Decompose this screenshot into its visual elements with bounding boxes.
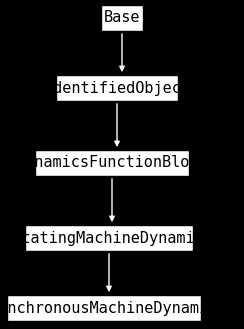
Text: Base: Base xyxy=(104,11,140,26)
FancyBboxPatch shape xyxy=(35,150,189,176)
FancyBboxPatch shape xyxy=(101,5,143,31)
FancyBboxPatch shape xyxy=(7,295,201,321)
Text: RotatingMachineDynamics: RotatingMachineDynamics xyxy=(4,231,214,245)
Text: IdentifiedObject: IdentifiedObject xyxy=(44,81,190,95)
Text: AsynchronousMachineDynamics: AsynchronousMachineDynamics xyxy=(0,300,227,316)
FancyBboxPatch shape xyxy=(56,75,178,101)
Text: DynamicsFunctionBlock: DynamicsFunctionBlock xyxy=(16,156,208,170)
FancyBboxPatch shape xyxy=(25,225,193,251)
